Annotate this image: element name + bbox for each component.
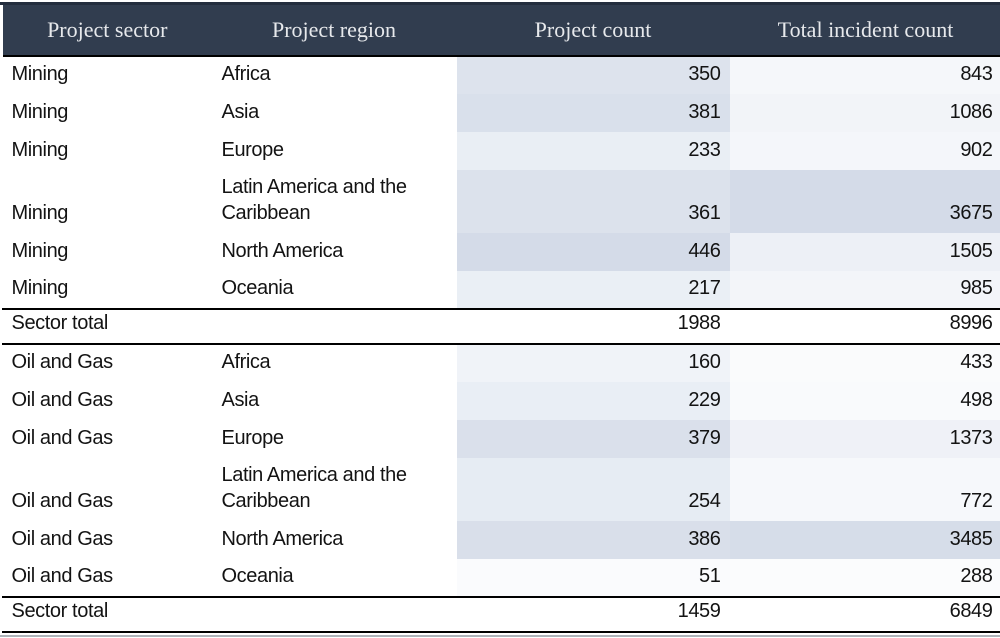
sector-cell: Mining: [11, 139, 69, 161]
sector-total-project-count: 1459: [456, 596, 730, 633]
table-row: Oil and Gas Africa 160 433: [2, 344, 1000, 382]
sector-cell: Oil and Gas: [11, 351, 114, 373]
table-row: Oil and Gas Latin America and the Caribbe…: [2, 458, 1000, 521]
project-count-cell: 379: [456, 420, 730, 458]
incident-count-cell: 1373: [729, 420, 1000, 458]
region-cell: Oceania: [221, 565, 294, 587]
project-count-cell: 254: [456, 458, 730, 521]
project-count-cell: 350: [456, 56, 730, 94]
project-count-cell: 381: [456, 94, 730, 132]
project-count-cell: 386: [456, 521, 730, 559]
project-count-cell: 233: [456, 132, 730, 170]
incident-count-cell: 288: [729, 559, 1000, 597]
sector-total-label: Sector total: [1, 596, 457, 633]
sector-cell: Oil and Gas: [11, 427, 114, 449]
sector-cell: Mining: [11, 277, 69, 299]
table-body: Mining Africa 350 843 Mining Asia 381 1086 Minin…: [1, 56, 1000, 633]
sector-total-incident-count: 8996: [729, 308, 1000, 345]
table-row: Mining Africa 350 843: [2, 56, 1000, 94]
table-row: Mining Latin America and the Caribbean 361…: [2, 170, 1000, 233]
sector-total-incident-count: 6849: [729, 596, 1000, 633]
column-header-project-count: Project count: [456, 2, 730, 57]
region-cell: Latin America and the Caribbean: [221, 464, 407, 512]
header-row: Project sector Project region Project co…: [0, 2, 1000, 57]
table-row: Mining Asia 381 1086: [2, 94, 1000, 132]
sector-cell: Oil and Gas: [11, 565, 114, 587]
project-count-cell: 361: [456, 170, 730, 233]
incident-count-cell: 1505: [729, 233, 1000, 271]
sector-cell: Oil and Gas: [11, 528, 114, 550]
table-row: Mining North America 446 1505: [2, 233, 1000, 271]
region-cell: Latin America and the Caribbean: [221, 176, 407, 224]
sector-total-project-count: 1988: [456, 308, 730, 345]
project-count-cell: 229: [456, 382, 730, 420]
sector-total-row: Sector total 1988 8996: [1, 308, 1000, 345]
project-count-cell: 51: [456, 559, 730, 597]
sector-cell: Oil and Gas: [11, 490, 114, 512]
region-cell: Asia: [221, 389, 260, 411]
table-row: Mining Europe 233 902: [2, 132, 1000, 170]
region-cell: Europe: [221, 427, 284, 449]
region-cell: North America: [221, 528, 344, 550]
region-cell: Asia: [221, 101, 260, 123]
bottom-gap: [0, 633, 1000, 635]
table-row: Mining Oceania 217 985: [2, 271, 1000, 309]
project-count-cell: 446: [456, 233, 730, 271]
incident-count-cell: 1086: [729, 94, 1000, 132]
incident-count-cell: 498: [729, 382, 1000, 420]
incident-count-cell: 3485: [729, 521, 1000, 559]
sector-cell: Mining: [11, 202, 69, 224]
sector-cell: Mining: [11, 101, 69, 123]
sector-cell: Mining: [11, 63, 69, 85]
region-cell: Africa: [221, 351, 271, 373]
region-cell: Europe: [221, 139, 284, 161]
region-cell: Oceania: [221, 277, 294, 299]
incident-count-cell: 902: [729, 132, 1000, 170]
column-header-project-sector: Project sector: [0, 2, 212, 57]
column-header-total-incident-count: Total incident count: [729, 2, 1000, 57]
project-count-cell: 217: [456, 271, 730, 309]
incident-count-cell: 772: [729, 458, 1000, 521]
sector-total-label: Sector total: [1, 308, 457, 345]
project-count-cell: 160: [456, 344, 730, 382]
table-header: Project sector Project region Project co…: [0, 2, 1000, 57]
table-row: Oil and Gas Oceania 51 288: [2, 559, 1000, 597]
table-row: Oil and Gas North America 386 3485: [2, 521, 1000, 559]
sector-cell: Oil and Gas: [11, 389, 114, 411]
column-header-project-region: Project region: [211, 2, 457, 57]
region-cell: North America: [221, 240, 344, 262]
incident-count-cell: 3675: [729, 170, 1000, 233]
table-row: Oil and Gas Asia 229 498: [2, 382, 1000, 420]
bottom-edge-strip: [0, 635, 1000, 637]
sector-total-row: Sector total 1459 6849: [1, 596, 1000, 633]
region-cell: Africa: [221, 63, 271, 85]
incident-count-cell: 433: [729, 344, 1000, 382]
incident-count-cell: 985: [729, 271, 1000, 309]
table-row: Oil and Gas Europe 379 1373: [2, 420, 1000, 458]
sector-cell: Mining: [11, 240, 69, 262]
incident-count-cell: 843: [729, 56, 1000, 94]
